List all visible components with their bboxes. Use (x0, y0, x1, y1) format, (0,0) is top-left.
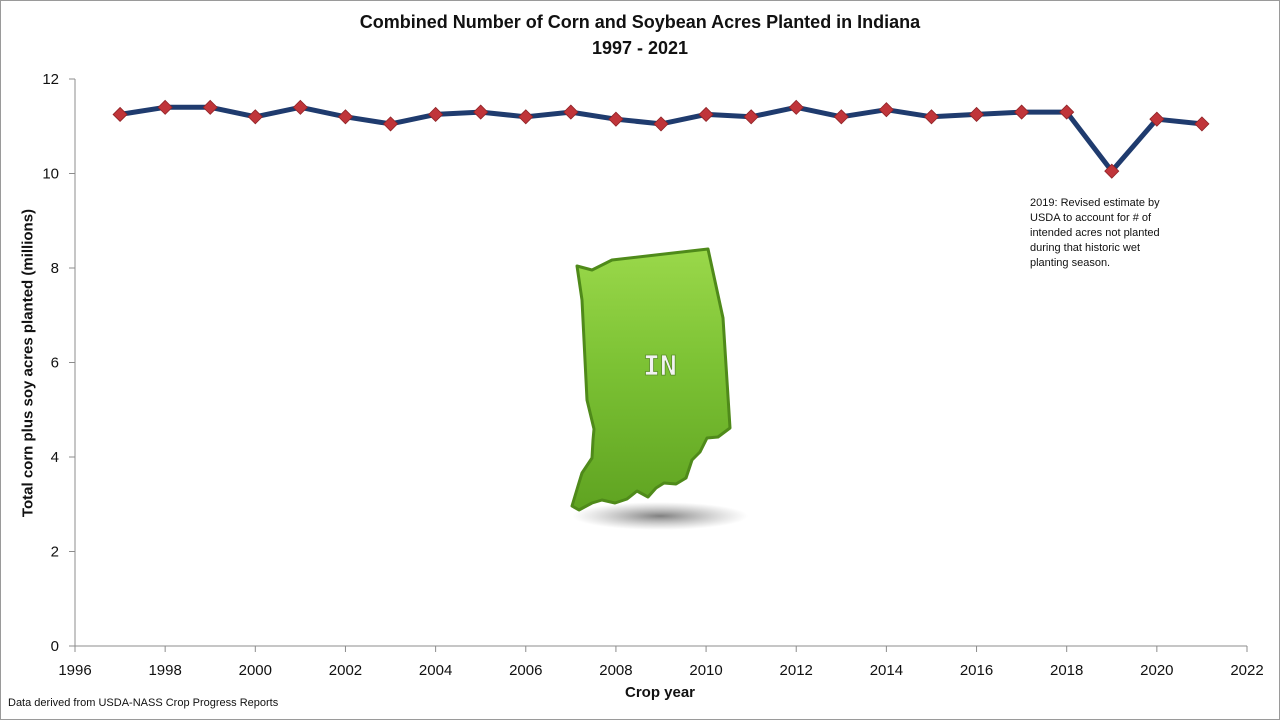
data-point (337, 109, 354, 125)
x-tick-label: 2014 (870, 662, 903, 679)
annotation-2019: 2019: Revised estimate by USDA to accoun… (1030, 197, 1160, 269)
data-point (833, 109, 849, 125)
x-tick-label: 2006 (509, 662, 542, 679)
data-point (968, 106, 985, 123)
indiana-map-graphic: IN (570, 247, 748, 530)
x-tick-label: 2020 (1140, 662, 1173, 679)
data-point (788, 99, 804, 115)
x-tick-label: 1996 (58, 662, 91, 679)
y-tick-label: 6 (51, 355, 59, 372)
map-shadow (572, 502, 748, 530)
y-tick-label: 10 (42, 166, 59, 183)
series-group (112, 99, 1210, 179)
data-point (112, 106, 128, 123)
chart-title: Combined Number of Corn and Soybean Acre… (359, 12, 921, 32)
data-point (157, 99, 173, 115)
data-point (878, 102, 894, 118)
data-point (428, 106, 444, 123)
data-point (563, 104, 579, 120)
data-point (608, 111, 624, 127)
data-point (202, 99, 218, 115)
data-point (698, 106, 714, 123)
x-tick-label: 2008 (599, 662, 632, 679)
x-tick-label: 2004 (419, 662, 452, 679)
data-point (1149, 111, 1165, 127)
x-tick-label: 2012 (780, 662, 813, 679)
x-tick-label: 1998 (148, 662, 181, 679)
state-label: IN (643, 349, 677, 382)
y-tick-label: 2 (51, 544, 59, 561)
chart-subtitle: 1997 - 2021 (591, 38, 689, 58)
y-tick-label: 12 (42, 71, 59, 88)
data-point (653, 116, 669, 132)
axes: 0 2 4 6 8 10 12 1996 1998 2000 2002 2004 2006 2008 201… (42, 71, 1263, 679)
x-tick-label: 2002 (329, 662, 362, 679)
x-tick-label: 2018 (1050, 662, 1083, 679)
data-point (518, 109, 534, 125)
data-point (247, 109, 263, 125)
data-point (473, 104, 489, 120)
data-point (382, 116, 399, 132)
y-tick-label: 4 (51, 449, 59, 466)
y-tick-label: 8 (51, 260, 59, 277)
y-tick-label: 0 (51, 638, 59, 655)
x-tick-label: 2022 (1230, 662, 1263, 679)
x-tick-label: 2000 (239, 662, 272, 679)
data-point (1104, 163, 1120, 179)
data-point (292, 99, 308, 115)
x-tick-label: 2016 (960, 662, 993, 679)
data-point (1059, 104, 1075, 120)
data-point (743, 109, 759, 125)
data-point (1194, 116, 1210, 132)
data-point (1014, 104, 1030, 120)
data-point (923, 109, 940, 125)
x-axis-label: Crop year (624, 684, 696, 701)
source-note: Data derived from USDA-NASS Crop Progres… (8, 697, 279, 709)
x-tick-label: 2010 (689, 662, 722, 679)
indiana-state-shape (570, 247, 732, 512)
